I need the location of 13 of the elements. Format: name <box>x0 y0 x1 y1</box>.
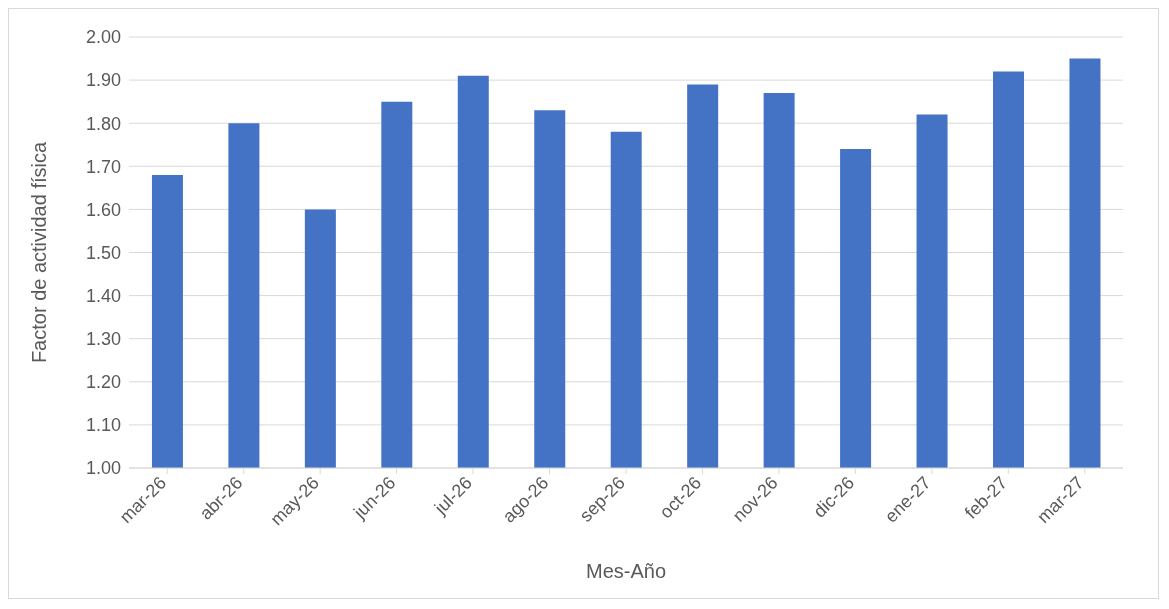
y-tick-label: 1.30 <box>85 329 121 350</box>
y-tick-label: 1.20 <box>85 372 121 393</box>
x-axis-title: Mes-Año <box>585 560 667 582</box>
y-tick-label: 1.50 <box>85 242 121 263</box>
y-tick-label: 1.10 <box>85 415 121 436</box>
y-axis-title: Factor de actividad física <box>28 141 51 364</box>
y-tick-label: 1.80 <box>85 113 121 134</box>
y-tick-label: 1.40 <box>85 285 121 306</box>
y-tick-label: 1.60 <box>85 199 121 220</box>
y-tick-label: 1.00 <box>85 458 121 479</box>
y-tick-label: 1.70 <box>85 156 121 177</box>
y-tick-label: 2.00 <box>85 27 121 48</box>
y-tick-label: 1.90 <box>85 70 121 91</box>
